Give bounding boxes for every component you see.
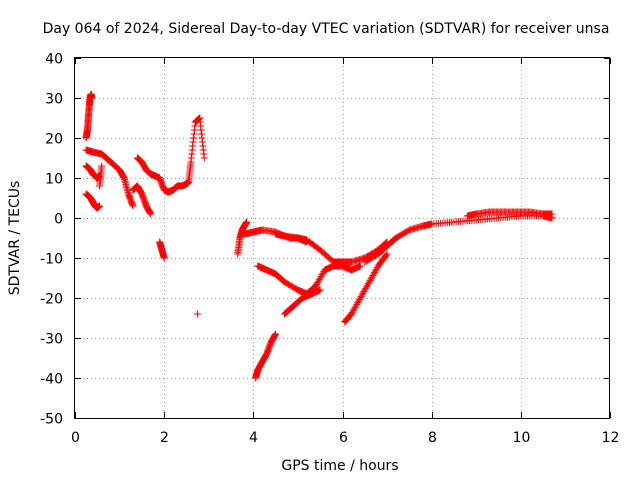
series-arc-16	[330, 262, 364, 274]
data-point	[129, 202, 137, 210]
y-tick-label: 20	[45, 132, 63, 148]
data-point	[272, 330, 280, 338]
data-point	[160, 254, 168, 262]
data-point	[319, 269, 327, 277]
data-point	[366, 276, 374, 284]
chart-title: Day 064 of 2024, Sidereal Day-to-day VTE…	[43, 21, 610, 37]
series-arc-17	[341, 250, 391, 326]
data-point	[347, 310, 355, 318]
series-arc-15	[281, 286, 324, 318]
data-point	[365, 278, 373, 286]
data-point	[355, 297, 363, 305]
data-point	[361, 286, 369, 294]
data-point	[349, 307, 357, 315]
grid-lines	[75, 58, 610, 418]
data-point	[358, 291, 366, 299]
data-point	[352, 302, 360, 310]
data-points	[82, 90, 556, 382]
y-tick-label: -40	[40, 372, 63, 388]
data-point	[350, 305, 358, 313]
data-point	[355, 296, 363, 304]
y-tick-label: -20	[40, 292, 63, 308]
data-point	[363, 281, 371, 289]
series-arc-7	[133, 114, 208, 196]
data-point	[348, 308, 356, 316]
data-point	[371, 267, 379, 275]
x-axis-label: GPS time / hours	[281, 458, 398, 474]
x-axis-ticks: 0 2 4 6 8 10 12	[71, 58, 619, 446]
y-axis-ticks: -50 -40 -30 -20 -10 0 10 20 30 40	[40, 52, 610, 428]
y-tick-label: -50	[40, 412, 63, 428]
data-point	[364, 280, 372, 288]
data-point	[316, 274, 324, 282]
data-point	[356, 294, 364, 302]
data-point	[96, 202, 104, 210]
data-point	[353, 300, 361, 308]
data-point	[316, 286, 324, 294]
data-point	[314, 279, 322, 287]
series-arc-8	[156, 238, 168, 262]
data-point	[351, 304, 359, 312]
data-point	[383, 250, 391, 258]
series-arc-6	[129, 182, 155, 218]
series-arc-4	[82, 190, 104, 212]
data-point	[314, 277, 322, 285]
data-point	[548, 210, 556, 218]
y-tick-label: 30	[45, 92, 63, 108]
data-point	[200, 154, 208, 162]
data-point	[362, 284, 370, 292]
series-arc-19	[463, 208, 556, 220]
y-tick-label: -30	[40, 332, 63, 348]
series-arc-13	[252, 330, 280, 382]
x-tick-label: 12	[602, 430, 620, 446]
x-tick-label: 8	[428, 430, 437, 446]
data-point	[315, 276, 323, 284]
y-tick-label: 0	[54, 212, 63, 228]
data-point	[368, 273, 376, 281]
data-point	[359, 289, 367, 297]
data-point	[312, 282, 320, 290]
data-point	[369, 272, 377, 280]
data-point	[382, 251, 390, 259]
x-tick-label: 4	[249, 430, 258, 446]
data-point	[88, 94, 96, 102]
data-point	[356, 262, 364, 270]
x-tick-label: 10	[513, 430, 531, 446]
series-arc-9	[194, 310, 202, 318]
y-axis-label: SDTVAR / TECUs	[7, 181, 23, 296]
x-tick-label: 2	[160, 430, 169, 446]
data-point	[363, 283, 371, 291]
series-arc-5	[96, 162, 106, 190]
x-tick-label: 6	[339, 430, 348, 446]
series-arc-3	[82, 162, 104, 182]
plot-frame	[74, 57, 610, 419]
data-point	[147, 210, 155, 218]
series-arc-2	[82, 146, 137, 210]
series-arc-1	[82, 90, 96, 142]
data-point	[367, 275, 375, 283]
x-tick-label: 0	[71, 430, 80, 446]
y-tick-label: 10	[45, 172, 63, 188]
data-point	[371, 268, 379, 276]
data-point	[243, 218, 251, 226]
data-point	[194, 310, 202, 318]
data-point	[317, 272, 325, 280]
y-tick-label: -10	[40, 252, 63, 268]
data-point	[318, 271, 326, 279]
data-point	[354, 299, 362, 307]
data-point	[313, 280, 321, 288]
y-tick-label: 40	[45, 52, 63, 68]
data-point	[357, 292, 365, 300]
data-point	[360, 288, 368, 296]
data-point	[370, 270, 378, 278]
data-point	[372, 265, 380, 273]
data-point	[98, 162, 106, 170]
